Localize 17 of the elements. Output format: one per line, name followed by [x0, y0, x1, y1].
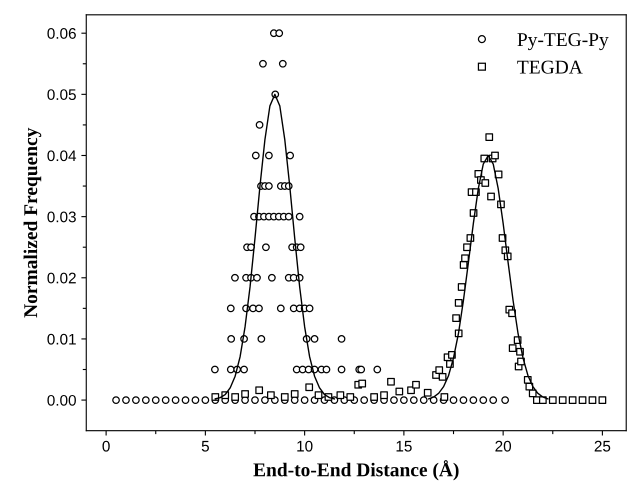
x-tick-label: 10 [297, 440, 313, 452]
y-tick-label: 0.03 [47, 212, 76, 222]
y-tick-label: 0.05 [47, 89, 76, 100]
legend-label: TEGDA [517, 60, 583, 74]
x-tick-label: 20 [495, 440, 512, 452]
legend-label: Py-TEG-Py [517, 33, 609, 50]
y-tick-label: 0.06 [47, 28, 76, 39]
y-tick-label: 0.04 [47, 150, 76, 162]
x-tick-label: 25 [594, 440, 610, 452]
y-tick-label: 0.00 [47, 394, 76, 406]
x-tick-label: 0 [102, 440, 110, 452]
x-axis-title: End-to-End Distance (Å) [253, 460, 459, 480]
y-tick-label: 0.01 [47, 334, 76, 345]
y-axis-title: Normalized Frequency [24, 128, 42, 318]
x-tick-label: 5 [202, 440, 209, 452]
y-tick-label: 0.02 [47, 272, 76, 284]
x-tick-label: 15 [396, 440, 412, 452]
